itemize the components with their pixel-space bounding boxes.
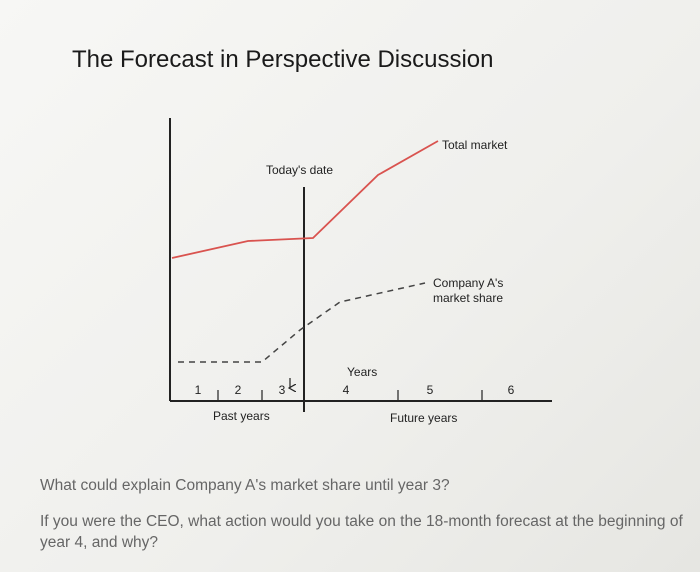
total-market-label: Total market	[442, 138, 508, 152]
year-tick: 1	[195, 383, 202, 397]
diagram: Today's date Total market Company A's ma…	[169, 118, 552, 425]
today-label: Today's date	[266, 163, 333, 177]
future-years-label: Future years	[390, 411, 457, 425]
year-tick: 2	[235, 383, 242, 397]
past-years-label: Past years	[213, 409, 270, 423]
year-separators	[217, 390, 483, 401]
company-share-label: Company A's	[433, 276, 503, 290]
year-tick: 5	[427, 383, 434, 397]
slide-title: The Forecast in Perspective Discussion	[72, 46, 494, 73]
total-market-line	[171, 140, 439, 259]
company-share-line	[178, 282, 426, 363]
company-share-label: market share	[433, 291, 503, 305]
years-label: Years	[347, 365, 377, 379]
year-tick: 4	[343, 383, 350, 397]
question: If you were the CEO, what action would y…	[40, 513, 683, 551]
question: What could explain Company A's market sh…	[40, 477, 450, 494]
year-tick: 6	[508, 383, 515, 397]
year-tick: 3	[279, 383, 286, 397]
